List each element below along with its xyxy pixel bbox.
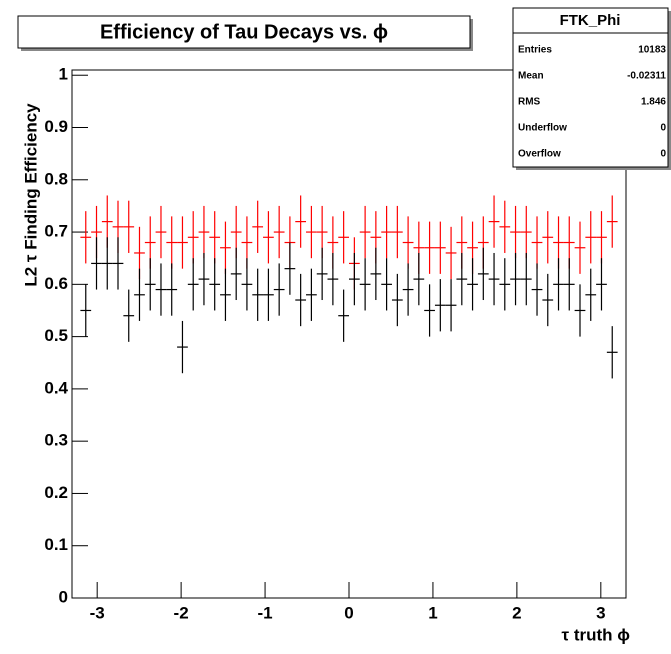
x-tick-label: -3 (90, 603, 105, 622)
x-tick-label: -2 (174, 603, 189, 622)
chart-title: Efficiency of Tau Decays vs. ϕ (100, 21, 388, 43)
y-tick-label: 0.4 (44, 378, 68, 397)
x-tick-label: 0 (344, 603, 353, 622)
y-tick-label: 0.2 (44, 483, 68, 502)
y-tick-label: 0.8 (44, 169, 68, 188)
y-tick-label: 1 (59, 65, 68, 84)
title-box (17, 15, 471, 49)
stats-value: 0 (660, 123, 666, 134)
stats-box: FTK_Phi Entries 10183 Mean -0.02311 RMS 1.846… (512, 7, 671, 170)
x-axis-label: τ truth ϕ (562, 625, 631, 644)
stats-label: Mean (518, 71, 544, 82)
stats-frame (512, 7, 669, 168)
stats-label: Overflow (518, 149, 561, 160)
stats-label: RMS (518, 97, 541, 108)
y-tick-label: 0.7 (44, 222, 68, 241)
y-tick-label: 0.6 (44, 274, 68, 293)
x-tick-label: 3 (596, 603, 605, 622)
y-tick-label: 0.1 (44, 535, 68, 554)
y-tick-label: 0.9 (44, 117, 68, 136)
stats-value: 0 (660, 149, 666, 160)
y-tick-label: 0.5 (44, 326, 68, 345)
stats-label: Entries (518, 45, 552, 56)
y-axis-label: L2 τ Finding Efficiency (21, 103, 40, 287)
y-tick-label: 0.3 (44, 431, 68, 450)
stats-value: -0.02311 (627, 71, 666, 82)
x-tick-label: 2 (512, 603, 521, 622)
x-tick-label: -1 (257, 603, 272, 622)
stats-label: Underflow (518, 123, 567, 134)
y-tick-label: 0 (59, 587, 68, 606)
stats-title: FTK_Phi (560, 12, 621, 29)
stats-value: 10183 (638, 45, 666, 56)
x-tick-label: 1 (428, 603, 437, 622)
stats-value: 1.846 (641, 97, 666, 108)
